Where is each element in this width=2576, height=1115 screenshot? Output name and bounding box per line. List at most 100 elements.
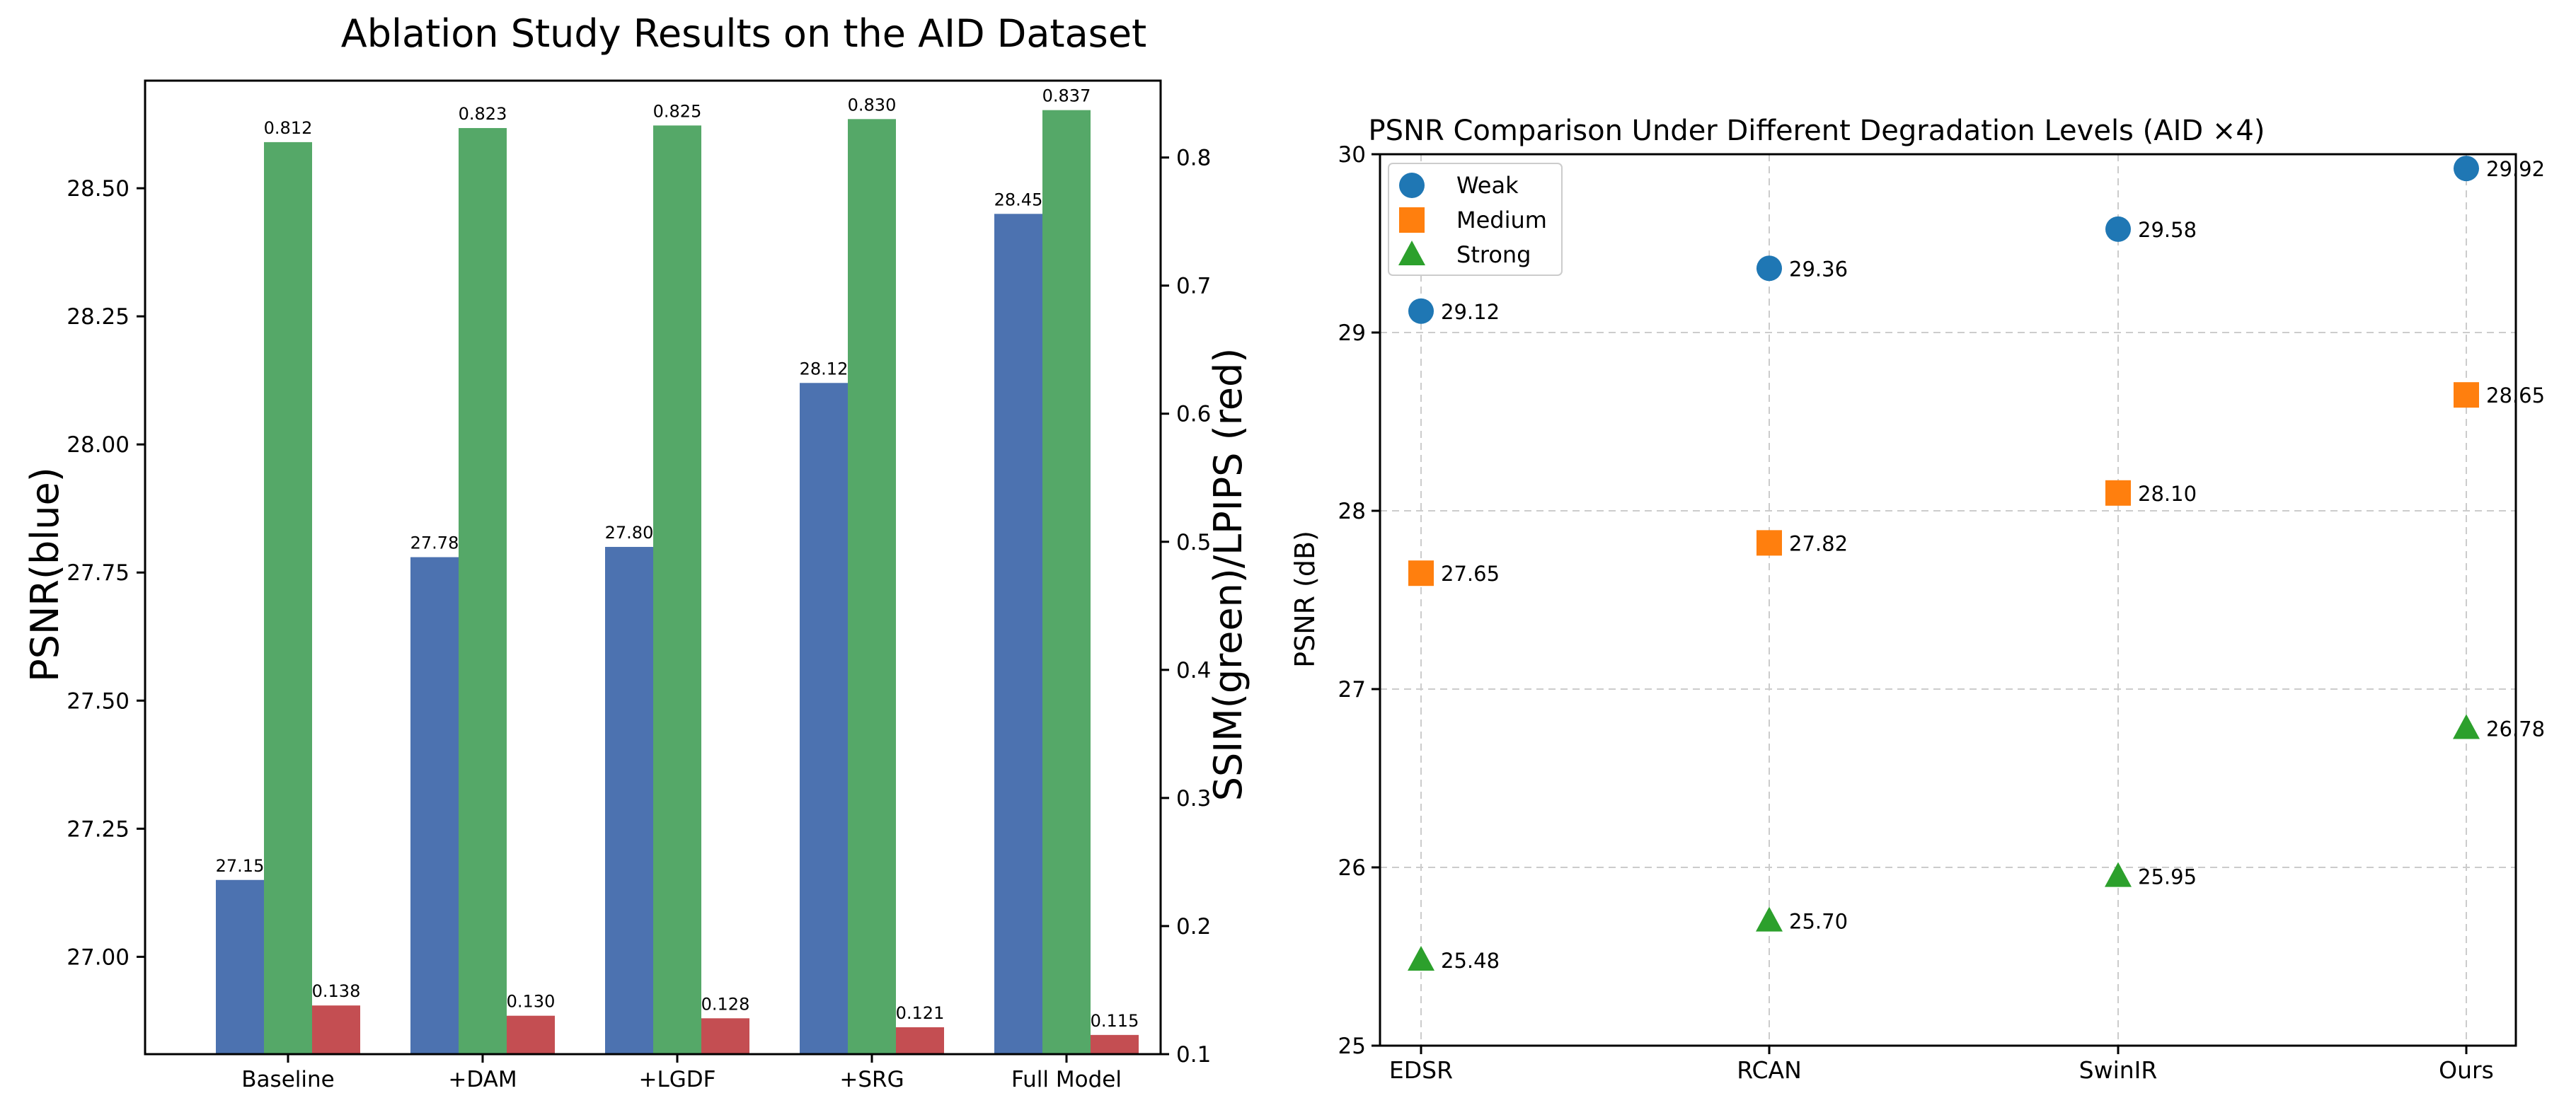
left-tick-label: 27.00 — [67, 944, 130, 970]
bar-psnr — [605, 547, 653, 1054]
data-label-lpips: 0.130 — [507, 992, 556, 1012]
x-tick-label: SwinIR — [2079, 1056, 2158, 1084]
left-tick-label: 27.50 — [67, 688, 130, 714]
scatter-chart-y-axis-label: PSNR (dB) — [1289, 531, 1321, 668]
bar-chart-x-ticks: Baseline +DAM +LGDF +SRG Full Model — [241, 1054, 1122, 1092]
y-tick-label: 30 — [1338, 142, 1366, 168]
bar-lpips — [507, 1015, 555, 1054]
ablation-bar-chart: Ablation Study Results on the AID Datase… — [23, 11, 1250, 1092]
data-label-lpips: 0.138 — [312, 981, 361, 1001]
bar-chart-frame — [144, 79, 1162, 1056]
point-strong — [2453, 714, 2480, 739]
right-tick-label: 0.8 — [1176, 146, 1211, 171]
bar-chart-bars — [216, 110, 1139, 1055]
x-tick-label: +SRG — [839, 1067, 904, 1092]
bar-ssim — [848, 119, 896, 1054]
bar-chart-value-labels: 27.15 27.78 27.80 28.12 28.45 0.812 0.823 0.825… — [216, 86, 1139, 1031]
x-tick-label: EDSR — [1389, 1056, 1453, 1084]
left-tick-label: 27.75 — [67, 560, 130, 586]
legend-marker-weak — [1399, 173, 1425, 198]
scatter-chart-value-labels: 29.1229.3629.5829.9227.6527.8228.1028.65… — [1441, 157, 2545, 973]
point-label-weak: 29.36 — [1789, 257, 1848, 281]
point-medium — [2105, 480, 2131, 506]
scatter-chart-points — [1408, 156, 2480, 971]
point-label-strong: 25.70 — [1789, 910, 1848, 934]
y-tick-label: 27 — [1338, 677, 1366, 703]
point-label-strong: 25.48 — [1441, 949, 1500, 973]
data-label-psnr: 27.15 — [216, 856, 265, 876]
x-tick-label: RCAN — [1737, 1056, 1802, 1084]
y-tick-label: 26 — [1338, 855, 1366, 881]
legend-label-weak: Weak — [1456, 172, 1519, 199]
bar-ssim — [653, 125, 701, 1055]
y-tick-label: 25 — [1338, 1034, 1366, 1059]
data-label-psnr: 28.45 — [994, 190, 1043, 209]
psnr-scatter-chart: PSNR Comparison Under Different Degradat… — [1289, 115, 2545, 1084]
left-tick-label: 28.00 — [67, 432, 130, 458]
legend-label-strong: Strong — [1456, 241, 1531, 268]
data-label-lpips: 0.115 — [1091, 1011, 1139, 1031]
point-weak — [2454, 156, 2479, 182]
point-weak — [1408, 298, 1434, 324]
scatter-chart-title: PSNR Comparison Under Different Degradat… — [1369, 115, 2265, 147]
bar-chart-right-ticks: 0.1 0.2 0.3 0.4 0.5 0.6 0.7 0.8 — [1161, 146, 1211, 1068]
point-medium — [2454, 382, 2479, 408]
x-tick-label: +LGDF — [639, 1067, 716, 1092]
right-tick-label: 0.4 — [1176, 658, 1211, 683]
right-tick-label: 0.5 — [1176, 530, 1211, 555]
data-label-ssim: 0.837 — [1042, 86, 1091, 106]
point-strong — [1408, 946, 1434, 971]
data-label-psnr: 28.12 — [800, 359, 849, 379]
point-strong — [1756, 906, 1783, 932]
bar-psnr — [216, 879, 264, 1054]
data-label-psnr: 27.78 — [410, 533, 459, 553]
right-tick-label: 0.6 — [1176, 402, 1211, 427]
data-label-ssim: 0.812 — [264, 118, 313, 138]
legend-marker-strong — [1398, 241, 1425, 265]
legend-box — [1388, 163, 1563, 276]
bar-chart-title: Ablation Study Results on the AID Datase… — [341, 11, 1146, 56]
bar-lpips — [1091, 1034, 1139, 1054]
scatter-chart-frame — [1379, 153, 2517, 1047]
bar-chart-left-ticks: 27.00 27.25 27.50 27.75 28.00 28.25 28.50 — [67, 176, 145, 970]
bar-chart-right-axis-label: SSIM(green)/LPIPS (red) — [1206, 348, 1250, 802]
point-label-medium: 27.65 — [1441, 562, 1500, 586]
right-tick-label: 0.7 — [1176, 274, 1211, 299]
scatter-chart-y-ticks: 25 26 27 28 29 30 — [1338, 142, 1380, 1059]
bar-ssim — [264, 141, 312, 1054]
y-tick-label: 28 — [1338, 499, 1366, 524]
bar-lpips — [896, 1027, 944, 1054]
data-label-lpips: 0.128 — [701, 994, 750, 1014]
right-tick-label: 0.3 — [1176, 786, 1211, 811]
bar-psnr — [410, 557, 459, 1054]
left-tick-label: 27.25 — [67, 816, 130, 842]
point-weak — [1756, 255, 1782, 282]
x-tick-label: Full Model — [1011, 1067, 1122, 1092]
bar-ssim — [1042, 110, 1091, 1055]
y-tick-label: 29 — [1338, 320, 1366, 346]
point-label-medium: 27.82 — [1789, 531, 1848, 555]
point-weak — [2105, 216, 2131, 242]
point-label-weak: 29.58 — [2138, 218, 2197, 242]
legend-label-medium: Medium — [1456, 207, 1547, 233]
bar-ssim — [459, 127, 507, 1054]
data-label-ssim: 0.823 — [459, 104, 507, 124]
point-label-strong: 25.95 — [2138, 865, 2197, 889]
point-medium — [1756, 530, 1782, 556]
bar-chart-left-axis-label: PSNR(blue) — [23, 467, 67, 682]
scatter-chart-legend: Weak Medium Strong — [1388, 163, 1563, 276]
bar-lpips — [701, 1018, 749, 1054]
point-medium — [1408, 560, 1434, 587]
point-label-medium: 28.10 — [2138, 482, 2197, 506]
data-label-psnr: 27.80 — [605, 523, 654, 543]
bar-psnr — [994, 214, 1042, 1055]
x-tick-label: Baseline — [241, 1067, 334, 1092]
bar-psnr — [800, 383, 848, 1054]
point-label-weak: 29.12 — [1441, 300, 1500, 324]
data-label-ssim: 0.830 — [848, 95, 897, 115]
data-label-ssim: 0.825 — [653, 101, 702, 121]
left-tick-label: 28.50 — [67, 176, 130, 202]
point-strong — [2105, 862, 2132, 887]
